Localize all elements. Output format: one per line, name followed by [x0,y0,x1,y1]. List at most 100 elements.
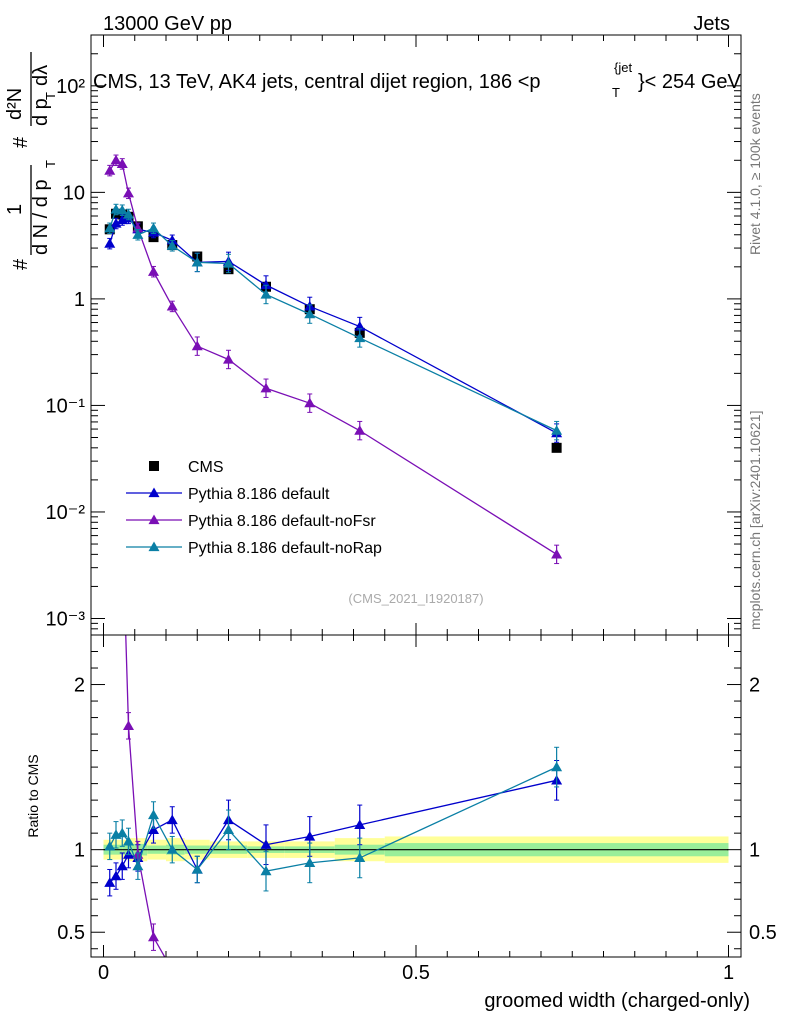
data-point [148,266,159,276]
ratio-point [551,761,563,772]
data-point [191,340,203,351]
ratio-point [104,840,116,851]
legend-item: CMS [149,459,224,476]
ylabel-dlambda: dλ [30,65,52,86]
data-point [354,321,366,331]
ratio-point [104,877,116,887]
legend-marker [149,461,159,471]
legend-item: Pythia 8.186 default-noRap [126,540,382,557]
ratio-point [166,814,178,825]
ratio-point [117,514,128,524]
data-point [110,154,122,165]
y-tick-label: 10² [56,76,85,98]
data-point [116,204,128,215]
y-tick-label: 10⁻³ [46,608,86,630]
ratio-point [191,863,203,874]
ylabel-one: 1 [4,204,26,215]
ratio-y-tick-label-right: 0.5 [749,922,777,944]
data-point [304,397,316,408]
x-axis-label: groomed width (charged-only) [484,990,750,1012]
ratio-line [109,779,557,884]
ratio-y-tick-label-right: 1 [749,840,760,862]
ratio-point [123,835,134,846]
ylabel-dpT: d p [30,98,52,126]
y-tick-label: 10⁻¹ [46,395,86,417]
ylabel-hash1: # [10,258,32,270]
legend-marker [148,541,160,552]
analysis-id-watermark: (CMS_2021_I1920187) [348,591,483,606]
data-point [104,238,116,248]
series-pythia-8-186-default-norap [104,203,563,441]
y-tick-label: 10⁻² [46,502,86,524]
ratio-point [104,415,115,425]
ratio-series-pythia-8-186-default-norap [104,746,563,892]
data-point [223,257,234,268]
x-tick-label: 0 [98,962,109,984]
ratio-y-axis-label: Ratio to CMS [25,754,41,837]
legend-marker [148,487,160,498]
y-tick-label: 1 [74,289,85,311]
ratio-point [192,986,203,996]
ratio-point [260,865,272,876]
data-point [104,165,116,175]
data-point [260,288,272,299]
ratio-series-pythia-8-186-default-nofsr [104,415,365,1001]
ratio-series-pythia-8-186-default [104,759,563,897]
data-point [148,222,159,233]
ylabel-T1: T [43,160,58,168]
data-point [551,425,563,435]
ratio-point [110,870,122,881]
ratio-y-tick-label: 1 [74,840,85,862]
series-pythia-8-186-default-nofsr [104,154,563,565]
legend-label: Pythia 8.186 default [188,486,330,503]
data-point [166,240,178,250]
ratio-point [166,844,178,854]
title-main: CMS, 13 TeV, AK4 jets, central dijet reg… [93,71,541,93]
data-point [104,222,116,233]
header-energy: 13000 GeV pp [103,13,232,35]
data-point [132,229,144,239]
ratio-point [132,860,144,871]
data-point [260,279,272,290]
ratio-point [167,965,178,975]
data-point [116,158,128,169]
ratio-y-tick-label-right: 2 [749,675,760,697]
ratio-point [354,989,365,999]
data-point [191,256,203,267]
data-point [551,548,563,559]
x-tick-label: 0.5 [402,962,430,984]
ratio-plot-frame [90,634,742,958]
ratio-point [260,839,272,849]
ratio-point [354,852,366,863]
ratio-point [304,830,316,841]
data-point [223,353,234,364]
ratio-point [148,931,159,942]
ratio-y-tick-label: 2 [74,675,85,697]
title-superscript: {jet [614,60,632,75]
ratio-point [304,857,316,868]
data-point [354,425,366,435]
ratio-point [223,824,234,834]
ratio-point [354,819,366,830]
data-point [110,218,122,228]
ylabel-hash2: # [10,136,32,148]
data-point [123,187,134,198]
series-line [109,159,557,555]
ratio-point [148,824,159,834]
legend-item: Pythia 8.186 default [126,486,330,503]
legend-label: Pythia 8.186 default-noRap [188,540,382,557]
ylabel-dN: d N / d p [30,179,52,255]
ratio-point [148,809,159,820]
mcplots-label: mcplots.cern.ch [arXiv:2401.10621] [747,411,763,630]
ratio-line [125,635,166,957]
main-y-axis-label: # 1 d N / d p T # d²N d p T dλ [4,52,58,270]
ratio-plot: 0 0.5 1 0.5 0.5 1 1 2 2 [57,415,777,1001]
main-plot: 10⁻³ 10⁻² 10⁻¹ 1 10 10² [46,34,742,636]
ylabel-d2N: d²N [4,88,26,120]
legend: CMS Pythia 8.186 default Pythia 8.186 defa… [126,459,382,557]
legend-marker [148,514,160,525]
data-point [354,332,366,343]
ratio-point [261,991,272,1001]
ratio-point [111,481,122,491]
